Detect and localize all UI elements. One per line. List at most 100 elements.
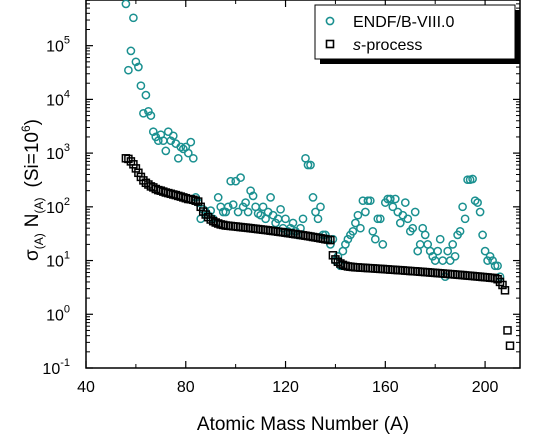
endf-point	[131, 57, 141, 67]
s-process-point	[193, 197, 203, 206]
endf-point	[356, 223, 365, 233]
endf-point	[326, 240, 335, 249]
s-process-point	[201, 210, 210, 219]
endf-point	[483, 256, 492, 265]
series-s-process-markers	[121, 154, 515, 350]
endf-point	[385, 194, 395, 204]
s-process-point	[191, 196, 200, 205]
y-label-sigma-sub: (A)	[32, 233, 46, 249]
endf-point	[403, 214, 413, 224]
endf-point	[443, 246, 453, 256]
legend-box	[314, 4, 516, 60]
endf-point	[223, 202, 233, 212]
y-tick-label: 101	[46, 250, 70, 271]
endf-point	[213, 193, 223, 202]
endf-point	[463, 175, 472, 185]
y-tick-label: 10-1	[42, 357, 70, 378]
endf-point	[248, 191, 258, 201]
x-tick-label: 160	[372, 379, 399, 396]
endf-point	[450, 251, 460, 261]
legend-endf-label: ENDF/B-VIII.0	[353, 14, 454, 31]
endf-point	[433, 246, 443, 256]
y-label-sigma: σ	[22, 249, 43, 261]
endf-point	[173, 153, 183, 163]
y-axis-label: σ(A)N(A)(Si=106)	[19, 119, 46, 261]
endf-point	[395, 218, 405, 228]
endf-point	[420, 230, 430, 240]
y-tick-exp: 5	[64, 35, 70, 47]
endf-point	[388, 202, 398, 212]
y-tick-base: 10	[46, 200, 64, 217]
endf-point	[303, 160, 313, 170]
endf-point	[241, 198, 250, 207]
endf-point	[129, 13, 138, 23]
endf-point	[343, 234, 353, 244]
endf-point	[139, 108, 148, 118]
endf-point	[361, 207, 370, 217]
endf-point	[221, 207, 231, 217]
y-tick-label: 104	[46, 88, 70, 109]
y-tick-label: 103	[46, 142, 70, 163]
endf-point	[306, 160, 315, 170]
endf-point	[438, 256, 448, 265]
endf-point	[415, 240, 425, 249]
endf-point	[373, 214, 383, 224]
endf-point	[183, 148, 193, 158]
s-process-point	[505, 341, 515, 350]
x-tick-labels: 40 80 120 160 200	[77, 379, 498, 396]
plot-frame	[85, 0, 521, 369]
x-axis-label: Atomic Mass Number (A)	[197, 414, 409, 435]
endf-point	[233, 207, 243, 217]
y-tick-exp: -1	[60, 357, 70, 369]
endf-point	[478, 230, 487, 240]
endf-point	[308, 193, 318, 202]
y-tick-exp: 1	[64, 250, 70, 262]
endf-point	[218, 207, 228, 217]
endf-point	[144, 106, 153, 116]
y-tick-exp: 3	[64, 142, 70, 154]
endf-point	[493, 261, 502, 271]
endf-point	[126, 46, 136, 56]
endf-point	[288, 218, 298, 228]
endf-point	[136, 81, 146, 91]
endf-point	[460, 214, 470, 224]
s-process-point	[196, 202, 205, 212]
y-tick-label: 102	[46, 196, 70, 217]
endf-point	[226, 176, 236, 186]
endf-point	[400, 198, 410, 207]
endf-point	[148, 127, 158, 137]
x-tick-label: 80	[177, 379, 195, 396]
x-tick-label: 200	[472, 379, 499, 396]
endf-point	[186, 137, 196, 147]
endf-point	[313, 214, 323, 224]
endf-point	[458, 202, 467, 212]
legend: ENDF/B-VIII.0 s-process	[314, 4, 520, 64]
endf-point	[408, 223, 418, 233]
y-tick-exp: 4	[64, 88, 70, 100]
endf-point	[348, 226, 358, 236]
endf-point	[485, 251, 495, 261]
endf-point	[365, 196, 375, 206]
endf-point	[351, 218, 360, 228]
x-tick-label: 120	[272, 379, 299, 396]
endf-point	[134, 62, 143, 72]
s-process-point	[503, 326, 512, 335]
endf-point	[266, 193, 275, 202]
y-tick-label: 100	[46, 303, 70, 324]
endf-point	[121, 0, 131, 9]
y-tick-base: 10	[46, 39, 64, 56]
endf-point	[281, 214, 290, 224]
endf-point	[146, 111, 156, 120]
endf-point	[455, 226, 465, 236]
endf-point	[161, 146, 171, 156]
endf-point	[410, 207, 420, 217]
y-tick-exp: 0	[64, 303, 70, 315]
endf-point	[258, 202, 268, 212]
endf-point	[298, 214, 308, 224]
y-label-paren-exp: 6	[19, 125, 33, 132]
endf-point	[428, 251, 438, 261]
endf-point	[370, 234, 380, 244]
s-process-point	[189, 195, 198, 205]
